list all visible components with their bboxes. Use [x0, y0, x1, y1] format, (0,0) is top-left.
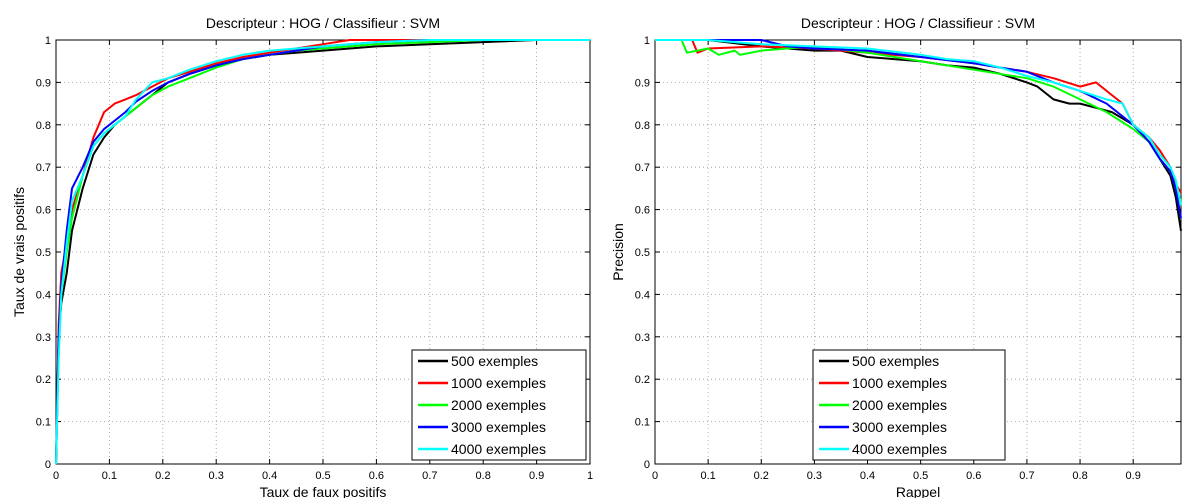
x-tick-label: 0.2 [754, 470, 769, 482]
x-tick-label: 0.9 [1126, 470, 1141, 482]
legend: 500 exemples 1000 exemples 2000 exemples 30… [411, 349, 587, 461]
x-tick-label: 0.8 [476, 470, 491, 482]
precision-recall-chart: 0 0.1 0.2 0.3 0.4 0.5 0.6 0.7 0.8 0.9 0 0.1 0.2 0.3 0.… [610, 15, 1182, 498]
x-tick-label: 0.6 [966, 470, 981, 482]
roc-chart: 0 0.1 0.2 0.3 0.4 0.5 0.6 0.7 0.8 0.9 1 0 0.1 0.2 0.3 0… [11, 15, 593, 498]
legend: 500 exemples 1000 exemples 2000 exemples 30… [812, 349, 1006, 461]
x-tick-label: 0.9 [529, 470, 544, 482]
chart-title: Descripteur : HOG / Classifieur : SVM [206, 15, 440, 31]
y-tick-label: 0.6 [635, 205, 650, 217]
y-tick-label: 0.3 [36, 332, 51, 344]
y-tick-label: 0.3 [635, 332, 650, 344]
legend-entry-label: 500 exemples [852, 353, 939, 369]
y-axis-label: Taux de vrais positifs [11, 187, 27, 317]
x-axis-label: Rappel [896, 484, 940, 498]
y-tick-label: 1 [45, 35, 51, 47]
legend-entry-label: 2000 exemples [852, 397, 947, 413]
y-tick-label: 1 [644, 35, 650, 47]
x-tick-label: 0.2 [155, 470, 170, 482]
y-tick-label: 0.6 [36, 205, 51, 217]
legend-entry-label: 3000 exemples [852, 419, 947, 435]
x-tick-label: 0.7 [1019, 470, 1034, 482]
x-axis-label: Taux de faux positifs [260, 484, 387, 498]
y-tick-label: 0.8 [635, 120, 650, 132]
x-tick-label: 0.4 [860, 470, 875, 482]
x-tick-label: 0.1 [102, 470, 117, 482]
x-tick-label: 0 [53, 470, 59, 482]
y-tick-label: 0.2 [635, 374, 650, 386]
x-tick-label: 0.6 [369, 470, 384, 482]
legend-entry-label: 1000 exemples [852, 375, 947, 391]
legend-entry-label: 4000 exemples [451, 441, 546, 457]
x-tick-label: 0 [652, 470, 658, 482]
series-line-4000-exemples [55, 39, 590, 465]
x-tick-label: 1 [587, 470, 593, 482]
legend-entry-label: 4000 exemples [852, 441, 947, 457]
legend-entry-label: 3000 exemples [451, 419, 546, 435]
series-line-4000-exemples [655, 39, 1182, 206]
x-tick-label: 0.5 [913, 470, 928, 482]
y-tick-label: 0.5 [635, 247, 650, 259]
x-tick-label: 0.3 [209, 470, 224, 482]
y-tick-label: 0 [644, 459, 650, 471]
y-tick-label: 0 [45, 459, 51, 471]
legend-entry-label: 1000 exemples [451, 375, 546, 391]
y-tick-label: 0.1 [36, 417, 51, 429]
y-tick-label: 0.4 [36, 289, 51, 301]
y-tick-label: 0.2 [36, 374, 51, 386]
x-tick-label: 0.3 [807, 470, 822, 482]
y-tick-label: 0.9 [36, 77, 51, 89]
y-axis-label: Precision [610, 223, 626, 281]
y-tick-label: 0.8 [36, 120, 51, 132]
x-tick-label: 0.1 [700, 470, 715, 482]
series-line-1000-exemples [655, 39, 1182, 194]
series-line-2000-exemples [55, 39, 590, 465]
y-tick-label: 0.9 [635, 77, 650, 89]
x-tick-label: 0.7 [422, 470, 437, 482]
legend-entry-label: 500 exemples [451, 353, 538, 369]
series-line-500-exemples [655, 39, 1182, 231]
x-tick-label: 0.5 [315, 470, 330, 482]
series-line-3000-exemples [655, 39, 1182, 219]
x-tick-label: 0.8 [1072, 470, 1087, 482]
y-tick-label: 0.5 [36, 247, 51, 259]
legend-entry-label: 2000 exemples [451, 397, 546, 413]
chart-title: Descripteur : HOG / Classifieur : SVM [801, 15, 1035, 31]
y-tick-label: 0.7 [635, 162, 650, 174]
series-line-2000-exemples [655, 39, 1182, 202]
y-tick-label: 0.7 [36, 162, 51, 174]
y-tick-label: 0.4 [635, 289, 650, 301]
y-tick-label: 0.1 [635, 417, 650, 429]
x-tick-label: 0.4 [262, 470, 277, 482]
